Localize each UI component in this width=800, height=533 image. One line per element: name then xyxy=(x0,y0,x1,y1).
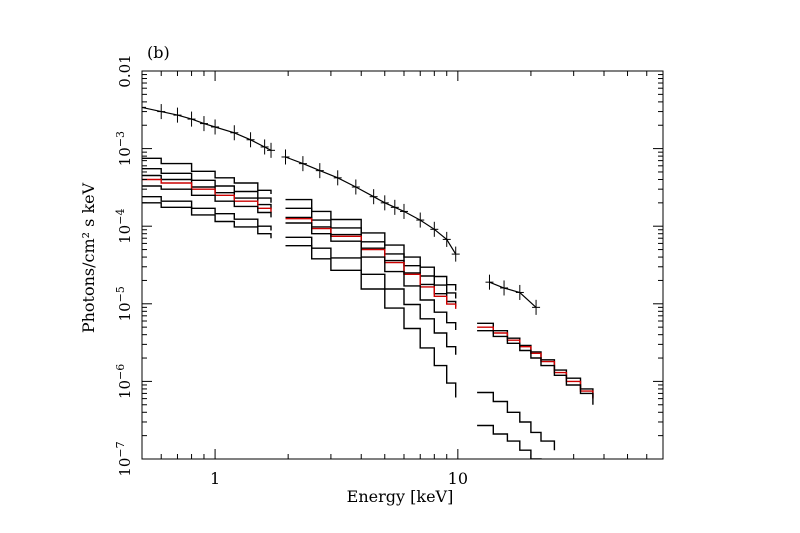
x-axis-label: Energy [keV] xyxy=(347,487,454,506)
data-trace xyxy=(489,281,537,308)
plot-frame xyxy=(141,70,664,460)
model-line xyxy=(477,326,594,399)
panel-label: (b) xyxy=(147,43,170,62)
axes: 1 10 10−7 10−6 10−5 10−4 10−3 0.01 xyxy=(114,54,664,488)
plot-clip-group xyxy=(142,99,594,459)
model-line xyxy=(285,236,457,355)
y-tick-label: 10−5 xyxy=(114,286,134,321)
x-tick-label: 10 xyxy=(448,469,468,488)
model-line xyxy=(142,185,272,218)
model-line xyxy=(285,245,457,398)
model-line xyxy=(477,322,594,398)
data-trace xyxy=(285,156,457,255)
model-line xyxy=(142,202,272,239)
model-line xyxy=(285,207,457,299)
model-line xyxy=(285,218,457,309)
model-line xyxy=(285,222,457,330)
model-line xyxy=(477,330,594,405)
model-line xyxy=(477,424,542,459)
data-trace xyxy=(142,106,272,151)
plot-area xyxy=(142,99,594,459)
y-tick-label: 10−3 xyxy=(114,131,134,166)
y-axis-label: Photons/cm² s keV xyxy=(79,182,98,333)
y-tick-label: 10−4 xyxy=(114,209,134,244)
model-line xyxy=(285,216,457,307)
x-tick-label: 1 xyxy=(210,469,220,488)
model-line xyxy=(142,157,272,194)
y-tick-label: 0.01 xyxy=(116,54,134,87)
model-line xyxy=(477,391,556,451)
y-tick-label: 10−6 xyxy=(114,364,134,399)
y-tick-label: 10−7 xyxy=(114,441,134,476)
model-line xyxy=(285,198,457,291)
